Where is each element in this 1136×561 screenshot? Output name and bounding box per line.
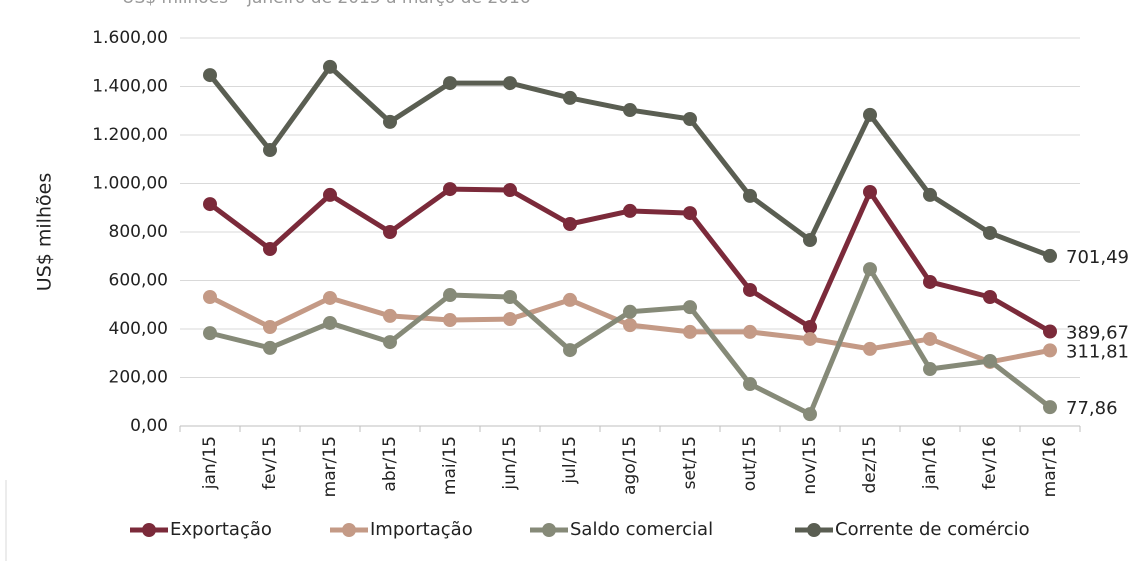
data-point [323,290,337,305]
data-point [1043,248,1057,263]
data-point [923,331,937,346]
data-point [1043,400,1057,415]
x-tick-label: mar/15 [320,436,340,497]
data-point [323,187,337,202]
data-point [623,304,637,319]
series-line [208,64,1051,259]
chart-subtitle: US$ milhões – janeiro de 2015 a março de… [122,0,531,8]
y-tick-label: 1.000,00 [92,174,168,194]
data-point [863,184,877,199]
y-tick-label: 200,00 [109,368,168,388]
x-tick-label: dez/15 [860,436,880,494]
data-label: 77,86 [1066,398,1118,419]
x-tick-label: mar/16 [1040,436,1060,497]
data-point [263,320,277,335]
legend-label: Importação [370,519,473,540]
data-point [383,114,397,129]
data-point [1043,324,1057,339]
data-point [203,197,217,212]
data-point [923,362,937,377]
data-point [563,343,577,358]
data-point [383,335,397,350]
data-point [803,331,817,346]
data-point [503,289,517,304]
y-axis-label: US$ milhões [34,173,56,291]
x-tick-label: jan/16 [920,436,940,490]
data-point [983,225,997,240]
legend-marker [142,523,156,537]
data-point [683,111,697,126]
data-point [983,289,997,304]
x-tick-label: ago/15 [620,436,640,495]
data-point [623,203,637,218]
data-point [743,324,757,339]
data-point [263,340,277,355]
data-point [263,143,277,158]
data-point [683,300,697,315]
legend-label: Exportação [170,519,272,540]
x-tick-label: fev/16 [980,436,1000,490]
data-point [683,324,697,339]
data-point [323,59,337,74]
data-point [863,262,877,277]
data-point [743,188,757,203]
data-point [203,326,217,341]
data-point [623,103,637,118]
x-tick-label: out/15 [740,436,760,491]
data-point [263,241,277,256]
x-tick-label: jan/15 [200,436,220,490]
legend-label: Corrente de comércio [835,519,1030,540]
data-point [383,225,397,239]
data-point [563,90,577,105]
data-point [983,354,997,369]
data-point [203,289,217,304]
y-tick-label: 800,00 [109,222,168,242]
data-point [563,216,577,231]
data-point [863,341,877,356]
data-point [1043,343,1057,358]
data-label: 701,49 [1066,247,1129,268]
legend-marker [807,523,821,537]
data-point [203,68,217,83]
y-tick-label: 0,00 [130,416,168,436]
data-point [383,308,397,323]
data-point [923,274,937,289]
data-point [863,107,877,122]
data-point [503,312,517,327]
y-tick-label: 1.600,00 [92,28,168,48]
y-tick-label: 600,00 [109,271,168,291]
data-point [443,288,457,303]
data-point [743,282,757,297]
y-tick-label: 400,00 [109,319,168,339]
x-tick-label: jul/15 [560,436,580,485]
x-tick-label: set/15 [680,436,700,489]
x-tick-label: abr/15 [380,436,400,492]
data-point [803,320,817,335]
data-point [443,182,457,197]
data-point [803,407,817,422]
legend-marker [342,523,356,537]
y-tick-label: 1.200,00 [92,125,168,145]
data-point [503,183,517,198]
data-point [503,76,517,91]
legend-label: Saldo comercial [570,519,713,540]
data-label: 311,81 [1066,341,1129,362]
x-tick-label: jun/15 [500,436,520,491]
data-point [563,292,577,307]
x-tick-label: mai/15 [440,436,460,495]
data-point [923,187,937,202]
y-tick-label: 1.400,00 [92,77,168,97]
legend-marker [542,523,556,537]
data-point [323,315,337,330]
data-label: 389,67 [1066,323,1129,344]
x-tick-label: nov/15 [800,436,820,495]
data-point [683,206,697,221]
data-point [623,318,637,333]
data-point [803,233,817,248]
data-point [443,76,457,91]
x-tick-label: fev/15 [260,436,280,490]
data-point [443,313,457,328]
data-point [743,377,757,392]
